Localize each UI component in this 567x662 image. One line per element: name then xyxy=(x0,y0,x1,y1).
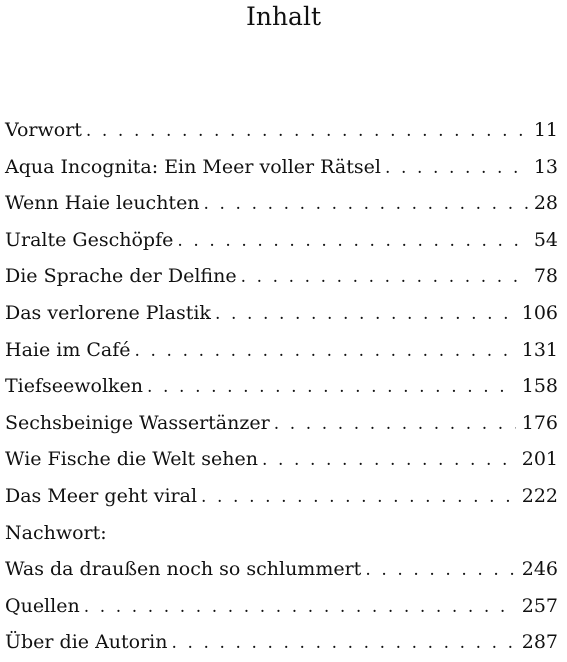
toc-entry-title: Über die Autorin xyxy=(5,631,168,654)
toc-entry-page: 13 xyxy=(533,155,558,178)
dot-leader xyxy=(365,552,515,589)
toc-entry-page: 201 xyxy=(521,448,558,471)
dot-leader xyxy=(84,589,516,626)
toc-entry-page: 257 xyxy=(521,594,558,617)
toc-entry-title: Vorwort xyxy=(5,119,82,141)
dot-leader xyxy=(274,406,516,443)
toc-entry-title: Tiefseewolken xyxy=(5,375,144,398)
toc-entry-title: Sechsbeinige Wassertänzer xyxy=(5,411,270,434)
toc-entry-page: 11 xyxy=(533,119,558,141)
toc-entry-page: 158 xyxy=(521,375,558,398)
dot-leader xyxy=(201,479,516,516)
dot-leader xyxy=(262,442,516,479)
dot-leader xyxy=(385,150,528,187)
toc-entry-page: 131 xyxy=(521,338,558,361)
toc-entry-page: 28 xyxy=(533,192,558,215)
toc-entry-page: 246 xyxy=(521,558,558,581)
toc-entry-title: Die Sprache der Delfine xyxy=(5,265,237,288)
toc-entry-title: Quellen xyxy=(5,594,80,617)
toc-entry-title: Haie im Café xyxy=(5,338,131,361)
toc-entry-title: Was da draußen noch so schlummert xyxy=(5,558,362,581)
dot-leader xyxy=(172,625,516,662)
dot-leader xyxy=(215,296,516,333)
dot-leader xyxy=(177,223,527,260)
toc-entry-verlorene-plastik[interactable]: Das verlorene Plastik 106 xyxy=(5,295,558,332)
toc-entry-aqua-incognita[interactable]: Aqua Incognita: Ein Meer voller Rätsel 1… xyxy=(5,149,558,186)
toc-entry-wenn-haie-leuchten[interactable]: Wenn Haie leuchten 28 xyxy=(5,185,558,222)
dot-leader xyxy=(147,369,516,406)
toc-entry-nachwort[interactable]: Was da draußen noch so schlummert 246 xyxy=(5,551,558,588)
toc-entry-page: 78 xyxy=(533,265,558,288)
table-of-contents: Vorwort 11 Aqua Incognita: Ein Meer voll… xyxy=(5,112,558,661)
toc-entry-meer-geht-viral[interactable]: Das Meer geht viral 222 xyxy=(5,478,558,515)
dot-leader xyxy=(204,186,528,223)
toc-entry-title: Das Meer geht viral xyxy=(5,484,198,507)
toc-entry-title: Wie Fische die Welt sehen xyxy=(5,448,258,471)
toc-entry-quellen[interactable]: Quellen 257 xyxy=(5,588,558,625)
toc-entry-title: Nachwort: xyxy=(5,521,107,544)
toc-entry-page: 287 xyxy=(521,631,558,654)
toc-entry-haie-im-cafe[interactable]: Haie im Café 131 xyxy=(5,332,558,369)
toc-entry-title: Das verlorene Plastik xyxy=(5,301,211,324)
toc-entry-title: Uralte Geschöpfe xyxy=(5,228,174,251)
toc-entry-page: 222 xyxy=(521,484,558,507)
toc-entry-nachwort-heading: Nachwort: xyxy=(5,515,558,552)
dot-leader xyxy=(241,259,528,296)
toc-entry-title: Wenn Haie leuchten xyxy=(5,192,200,215)
toc-entry-title: Aqua Incognita: Ein Meer voller Rätsel xyxy=(5,155,381,178)
toc-entry-page: 176 xyxy=(521,411,558,434)
toc-entry-sprache-der-delfine[interactable]: Die Sprache der Delfine 78 xyxy=(5,258,558,295)
toc-entry-vorwort[interactable]: Vorwort 11 xyxy=(5,112,558,149)
page-title: Inhalt xyxy=(245,2,322,31)
toc-entry-wie-fische-die-welt-sehen[interactable]: Wie Fische die Welt sehen 201 xyxy=(5,441,558,478)
toc-entry-tiefseewolken[interactable]: Tiefseewolken 158 xyxy=(5,368,558,405)
toc-entry-page: 106 xyxy=(521,301,558,324)
toc-entry-page: 54 xyxy=(533,228,558,251)
toc-entry-sechsbeinige-wassertaenzer[interactable]: Sechsbeinige Wassertänzer 176 xyxy=(5,405,558,442)
toc-entry-uralte-geschoepfe[interactable]: Uralte Geschöpfe 54 xyxy=(5,222,558,259)
toc-entry-ueber-die-autorin[interactable]: Über die Autorin 287 xyxy=(5,624,558,661)
dot-leader xyxy=(135,333,516,370)
dot-leader xyxy=(86,113,528,150)
